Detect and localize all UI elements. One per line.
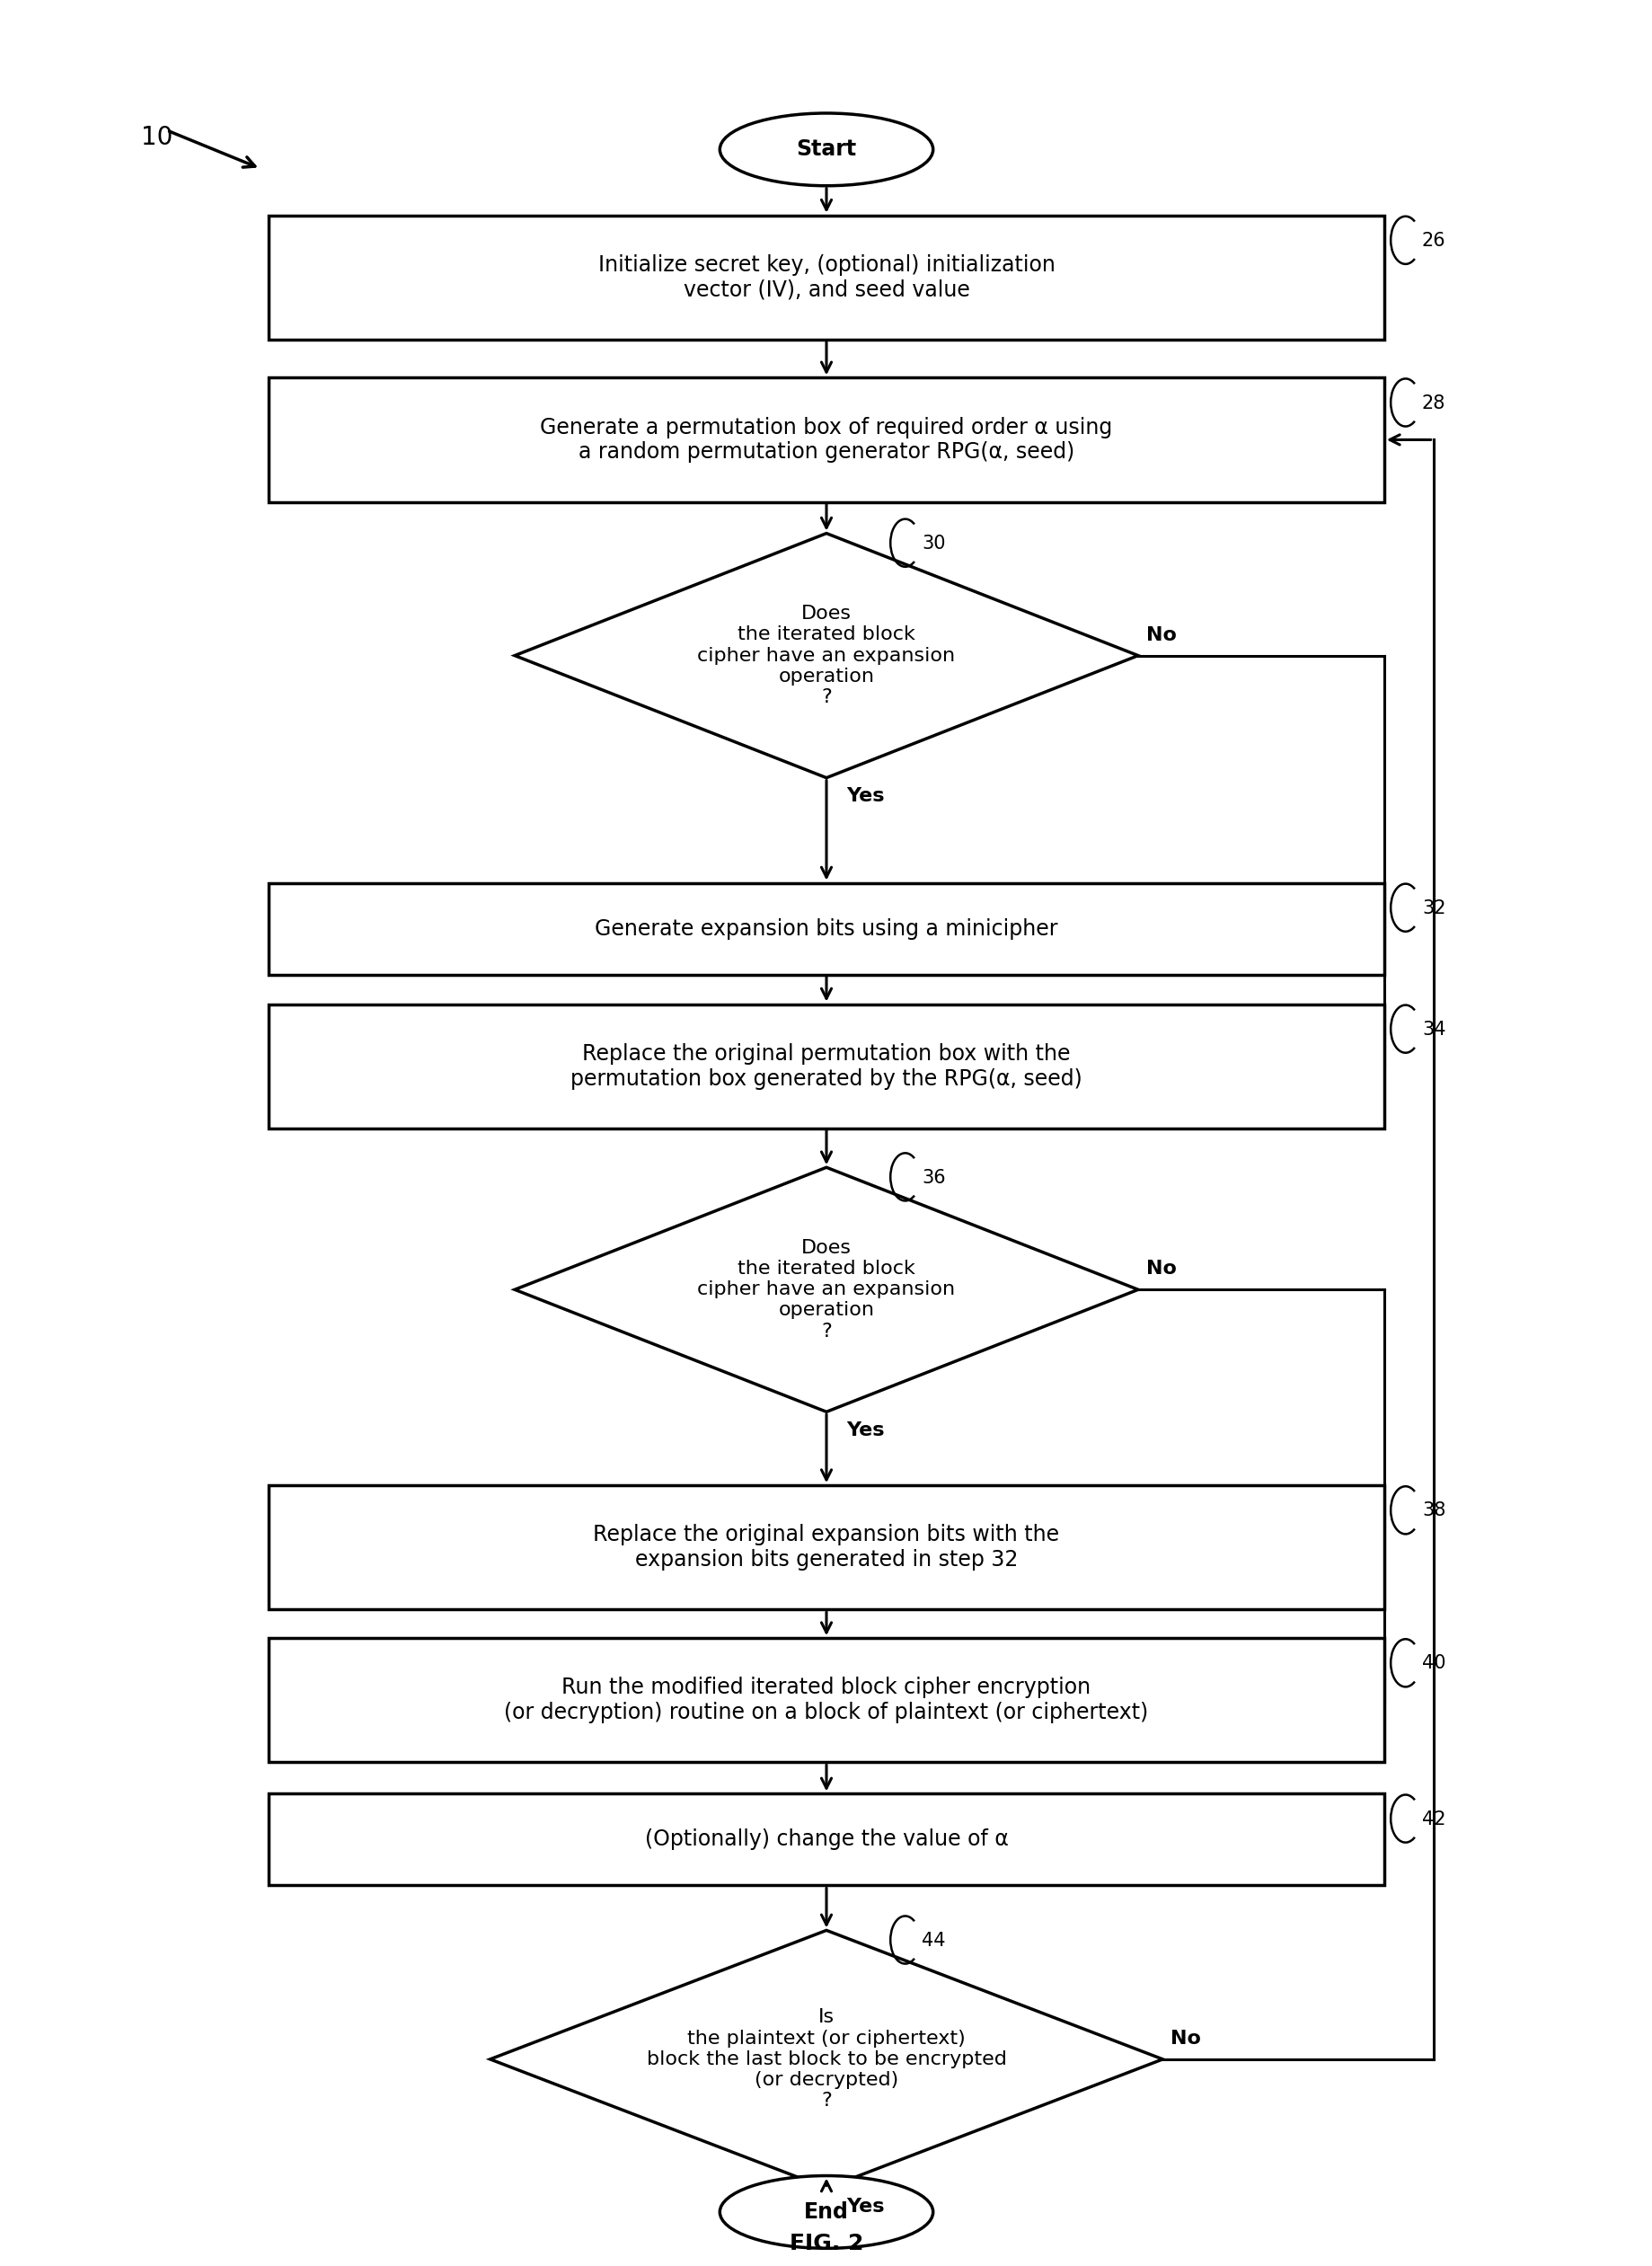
Polygon shape — [514, 533, 1138, 777]
Text: Does
the iterated block
cipher have an expansion
operation
?: Does the iterated block cipher have an e… — [697, 605, 955, 707]
Text: 26: 26 — [1421, 231, 1446, 249]
Text: Does
the iterated block
cipher have an expansion
operation
?: Does the iterated block cipher have an e… — [697, 1240, 955, 1339]
Bar — [269, 1004, 1383, 1128]
Text: 38: 38 — [1421, 1502, 1446, 1520]
Text: No: No — [1146, 625, 1176, 644]
Text: 34: 34 — [1421, 1020, 1446, 1038]
Text: Is
the plaintext (or ciphertext)
block the last block to be encrypted
(or decryp: Is the plaintext (or ciphertext) block t… — [646, 2008, 1006, 2110]
Text: Initialize secret key, (optional) initialization
vector (IV), and seed value: Initialize secret key, (optional) initia… — [598, 254, 1054, 301]
Text: 32: 32 — [1421, 900, 1446, 918]
Bar — [269, 215, 1383, 340]
Text: Yes: Yes — [846, 786, 884, 804]
Text: FIG. 2: FIG. 2 — [790, 2232, 862, 2255]
Text: 36: 36 — [922, 1169, 945, 1187]
Text: Generate a permutation box of required order α using
a random permutation genera: Generate a permutation box of required o… — [540, 417, 1112, 462]
Text: 10: 10 — [140, 125, 172, 150]
Ellipse shape — [719, 113, 933, 186]
Text: Run the modified iterated block cipher encryption
(or decryption) routine on a b: Run the modified iterated block cipher e… — [504, 1677, 1148, 1724]
Text: (Optionally) change the value of α: (Optionally) change the value of α — [644, 1829, 1008, 1851]
Polygon shape — [491, 1931, 1161, 2189]
Bar — [269, 884, 1383, 974]
Text: Yes: Yes — [846, 2198, 884, 2216]
Text: Replace the original permutation box with the
permutation box generated by the R: Replace the original permutation box wit… — [570, 1042, 1082, 1090]
Bar — [269, 378, 1383, 501]
Text: 44: 44 — [922, 1931, 945, 1949]
Text: Start: Start — [796, 138, 856, 161]
Text: No: No — [1146, 1260, 1176, 1278]
Text: 30: 30 — [922, 535, 945, 553]
Bar — [269, 1638, 1383, 1763]
Text: Yes: Yes — [846, 1421, 884, 1439]
Text: End: End — [803, 2200, 849, 2223]
Text: Replace the original expansion bits with the
expansion bits generated in step 32: Replace the original expansion bits with… — [593, 1525, 1059, 1570]
Text: No: No — [1170, 2030, 1201, 2048]
Text: 40: 40 — [1421, 1654, 1446, 1672]
Bar — [269, 1484, 1383, 1609]
Ellipse shape — [719, 2175, 933, 2248]
Bar — [269, 1795, 1383, 1885]
Polygon shape — [514, 1167, 1138, 1412]
Text: 28: 28 — [1421, 394, 1446, 412]
Text: 42: 42 — [1421, 1811, 1446, 1829]
Text: Generate expansion bits using a minicipher: Generate expansion bits using a miniciph… — [595, 918, 1057, 940]
